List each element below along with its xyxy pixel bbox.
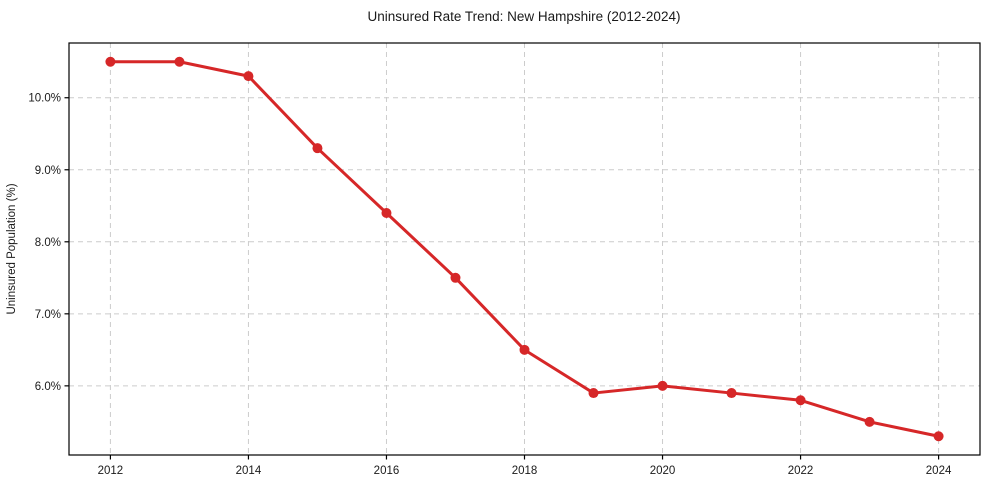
data-point [864, 416, 875, 427]
data-point [381, 207, 392, 218]
y-tick-label: 9.0% [35, 165, 61, 177]
y-tick-label: 8.0% [35, 237, 61, 249]
axes-spines [68, 42, 981, 456]
x-tick-label: 2016 [374, 465, 400, 477]
x-tick-label: 2018 [512, 465, 538, 477]
y-tick-label: 6.0% [35, 381, 61, 393]
x-tick-label: 2022 [788, 465, 814, 477]
grid-layer [69, 43, 980, 455]
plot-border [68, 42, 981, 456]
data-point [105, 56, 116, 67]
data-point [795, 395, 806, 406]
y-tick-label: 7.0% [35, 309, 61, 321]
x-tick-label: 2012 [98, 465, 124, 477]
x-tick-label: 2020 [650, 465, 676, 477]
y-tick-label: 10.0% [28, 93, 61, 105]
data-point [312, 143, 323, 154]
x-tick-label: 2024 [926, 465, 952, 477]
x-tick-label: 2014 [236, 465, 262, 477]
data-point [519, 344, 530, 355]
tick-layer: 2012 2014 2016 2018 2020 2022 2024 6.0% 7.0% 8.0%… [28, 93, 952, 477]
data-point [933, 431, 944, 442]
data-point [588, 388, 599, 399]
series-layer [105, 56, 944, 442]
chart-title: Uninsured Rate Trend: New Hampshire (201… [368, 9, 681, 24]
data-point [450, 272, 461, 283]
data-point [174, 56, 185, 67]
data-point [657, 380, 668, 391]
y-axis-label: Uninsured Population (%) [6, 183, 18, 314]
data-point [726, 388, 737, 399]
data-point [243, 71, 254, 82]
